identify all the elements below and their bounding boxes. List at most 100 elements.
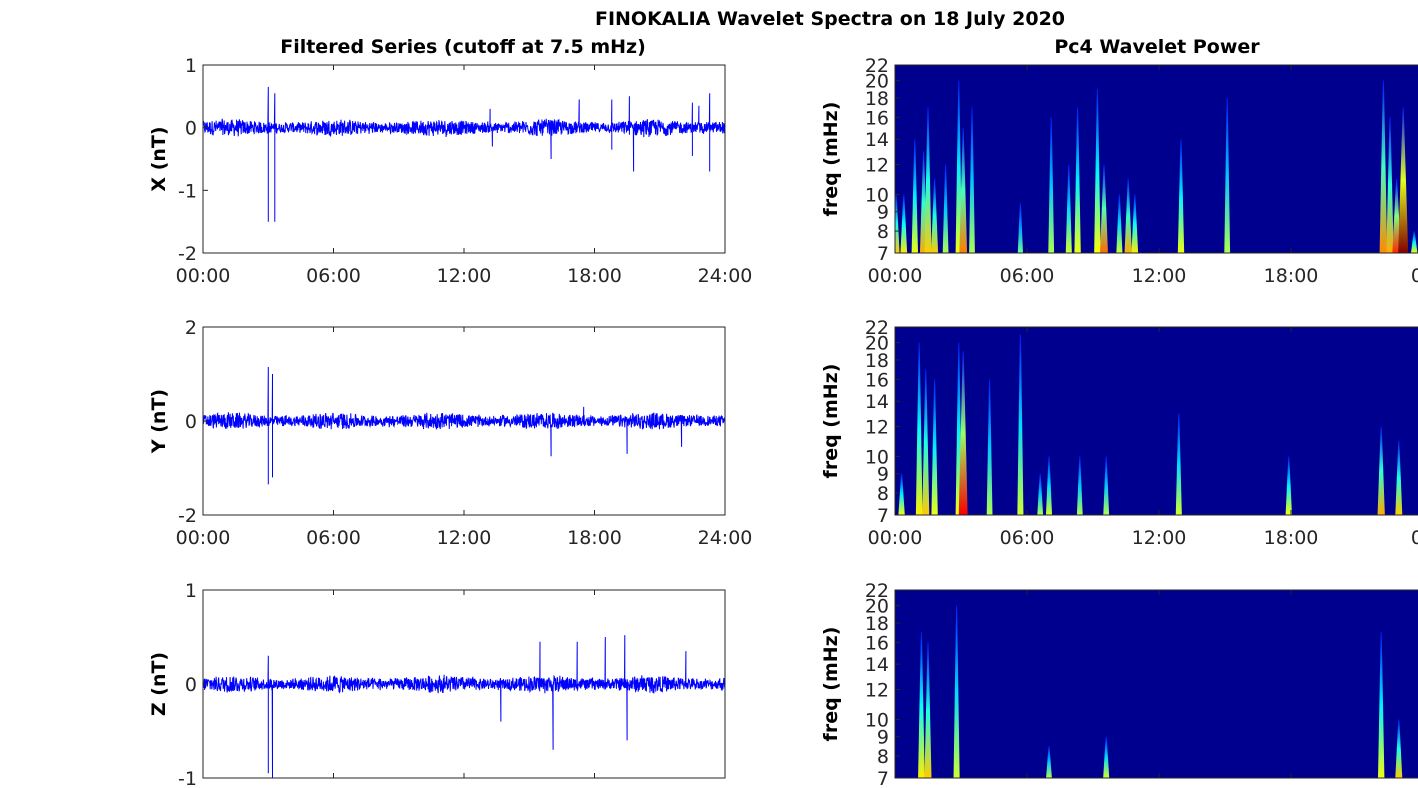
wavelet-burst xyxy=(1048,117,1055,253)
y-tick-label: 16 xyxy=(865,632,889,654)
x-tick-label: 18:00 xyxy=(567,265,622,287)
wavelet-burst xyxy=(1116,194,1123,253)
right-column-title: Pc4 Wavelet Power xyxy=(1054,36,1260,58)
y-tick-label: 0 xyxy=(185,118,197,140)
wavelet-burst xyxy=(1094,89,1101,253)
wavelet-burst xyxy=(924,642,932,778)
y-tick-label: 0 xyxy=(185,674,197,696)
y-tick-label: -2 xyxy=(178,505,197,527)
wavelet-burst xyxy=(1224,97,1231,253)
y-tick-label: 12 xyxy=(865,417,889,439)
wavelet-burst xyxy=(959,127,968,253)
wavelet-burst xyxy=(1395,440,1403,515)
heatmap-background xyxy=(895,327,1418,515)
wavelet-burst xyxy=(969,107,975,253)
y-tick-label: 12 xyxy=(865,155,889,177)
wavelet-burst xyxy=(1103,456,1110,515)
series-line xyxy=(203,635,725,778)
series-line xyxy=(203,366,725,485)
y-tick-label: 20 xyxy=(865,333,889,355)
x-tick-label: 06:00 xyxy=(1000,265,1055,287)
x-tick-label: 18:00 xyxy=(1264,265,1319,287)
x-tick-label: 24:00 xyxy=(698,527,753,549)
y-axis-label: Z (nT) xyxy=(148,652,170,716)
x-tick-label: 00 xyxy=(1411,527,1418,549)
wavelet-burst xyxy=(953,605,960,778)
timeseries-panel-2: 2 0 -200:00 06:00 12:00 18:00 24:00 Y (nT) xyxy=(148,317,752,549)
x-tick-label: 06:00 xyxy=(306,527,361,549)
wavelet-burst xyxy=(915,342,923,515)
y-tick-label: 14 xyxy=(865,654,889,676)
wavelet-burst xyxy=(924,107,932,253)
y-tick-label: 18 xyxy=(865,88,889,110)
x-tick-label: 00:00 xyxy=(868,527,923,549)
wavelet-burst xyxy=(1045,456,1053,515)
heatmap-background xyxy=(895,65,1418,253)
y-tick-label: -2 xyxy=(178,243,197,265)
wavelet-burst xyxy=(922,369,930,515)
wavelet-burst xyxy=(942,164,949,253)
wavelet-burst xyxy=(900,194,908,253)
wavelet-burst xyxy=(1175,413,1182,515)
wavelet-burst xyxy=(1124,178,1132,253)
x-tick-label: 06:00 xyxy=(306,265,361,287)
x-tick-label: 00 xyxy=(1411,265,1418,287)
wavelet-burst xyxy=(898,473,905,515)
y-tick-label: 20 xyxy=(865,596,889,618)
x-tick-label: 12:00 xyxy=(437,527,492,549)
y-tick-label: 8 xyxy=(877,221,889,243)
y-axis-label: freq (mHz) xyxy=(820,364,842,479)
wavelet-burst xyxy=(1017,334,1024,515)
x-tick-label: 12:00 xyxy=(437,265,492,287)
wavelet-burst xyxy=(1103,736,1110,778)
wavelet-burst xyxy=(986,379,993,515)
y-tick-label: 16 xyxy=(865,369,889,391)
wavelet-burst xyxy=(1285,456,1292,515)
y-tick-label: 22 xyxy=(865,317,889,339)
wavelet-burst xyxy=(1392,178,1401,253)
x-tick-label: 12:00 xyxy=(1132,265,1187,287)
y-tick-label: 14 xyxy=(865,391,889,413)
y-tick-label: 9 xyxy=(877,727,889,749)
x-tick-label: 12:00 xyxy=(1132,527,1187,549)
wavelet-burst xyxy=(1411,231,1418,253)
y-tick-label: 22 xyxy=(865,580,889,602)
x-tick-label: 06:00 xyxy=(1000,527,1055,549)
y-axis-label: freq (mHz) xyxy=(820,102,842,217)
timeseries-panel-1: 1 0 -1 -200:00 06:00 12:00 18:00 24:00 X (nT) xyxy=(148,55,752,287)
series-line xyxy=(203,86,725,222)
left-column-title: Filtered Series (cutoff at 7.5 mHz) xyxy=(280,36,646,58)
wavelet-burst xyxy=(1377,426,1385,515)
y-tick-label: 14 xyxy=(865,129,889,151)
plot-area xyxy=(203,65,725,253)
y-tick-label: 20 xyxy=(865,71,889,93)
wavelet-burst xyxy=(1100,164,1108,253)
wavelet-burst xyxy=(958,351,968,515)
x-tick-label: 00:00 xyxy=(868,265,923,287)
y-axis-label: X (nT) xyxy=(148,126,170,191)
y-tick-label: 22 xyxy=(865,55,889,77)
wavelet-burst xyxy=(1046,746,1052,778)
x-tick-label: 00:00 xyxy=(176,527,231,549)
wavelet-burst xyxy=(1398,107,1409,253)
y-tick-label: 16 xyxy=(865,107,889,129)
wavelet-burst xyxy=(1065,164,1072,253)
figure-title: FINOKALIA Wavelet Spectra on 18 July 202… xyxy=(595,8,1065,30)
y-tick-label: 18 xyxy=(865,350,889,372)
x-tick-label: 18:00 xyxy=(567,527,622,549)
y-tick-label: 18 xyxy=(865,613,889,635)
y-tick-label: 10 xyxy=(865,709,889,731)
x-tick-label: 00:00 xyxy=(176,265,231,287)
wavelet-burst xyxy=(1378,632,1385,778)
y-tick-label: 7 xyxy=(877,243,889,265)
wavelet-burst xyxy=(1395,719,1403,778)
y-axis-label: Y (nT) xyxy=(148,389,170,454)
y-tick-label: 10 xyxy=(865,184,889,206)
wavelet-burst xyxy=(1017,202,1023,253)
wavelet-burst xyxy=(1379,80,1388,253)
y-tick-label: 8 xyxy=(877,746,889,768)
